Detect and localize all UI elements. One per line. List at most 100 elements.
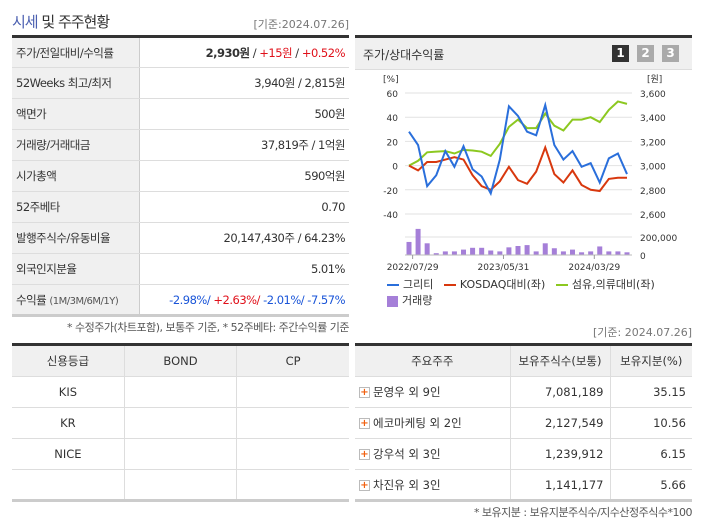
right-tick-label: 2,800 (640, 187, 666, 197)
table-row: KIS (12, 376, 349, 408)
cell (236, 407, 349, 439)
legend-item: 거래량 (387, 294, 432, 307)
price-info-table: 주가/전일대비/수익률 2,930원 / +15원 / +0.52% 52Week… (12, 35, 349, 317)
row-label: 시가총액 (12, 160, 140, 192)
col-header: 보유주식수(보통) (509, 344, 611, 377)
x-tick-label: 2022/07/29 (387, 263, 439, 273)
col-header: 주요주주 (355, 344, 511, 377)
cell: KR (12, 407, 125, 439)
volume-bar (506, 247, 512, 255)
left-axis-unit: [%] (383, 75, 399, 85)
right-tick-label: 3,000 (640, 163, 666, 173)
label-main: 수익률 (16, 292, 47, 307)
row-value: 2,930원 / +15원 / +0.52% (139, 36, 349, 68)
volume-bar (570, 249, 575, 255)
row-value: 0.70 (139, 191, 349, 223)
legend-swatch (443, 284, 456, 286)
left-tick-label: 20 (387, 138, 399, 148)
volume-bar (470, 247, 476, 255)
table-row: 발행주식수/유동비율 20,147,430주 / 64.23% (12, 222, 349, 254)
holder-name: 차진유 외 3인 (373, 477, 441, 492)
volume-bar (606, 251, 612, 255)
cell: NICE (12, 438, 125, 470)
row-value: -2.98%/ +2.63%/ -2.01%/ -7.57% (139, 284, 349, 316)
major-shareholders-table: 주요주주 보유주식수(보통) 보유지분(%) + 문영우 외 9인 7,081,189 3… (355, 343, 692, 502)
row-value: 590억원 (139, 160, 349, 192)
row-label: 주가/전일대비/수익률 (12, 36, 140, 68)
volume-bar (415, 228, 421, 255)
row-label: 52주베타 (12, 191, 140, 223)
x-tick-label: 2024/03/29 (568, 263, 620, 273)
volume-bar (542, 243, 548, 255)
shares-cell: 1,141,177 (509, 469, 611, 501)
change: +15원 (259, 45, 293, 60)
expand-plus-icon[interactable]: + (359, 387, 370, 398)
table-row: 주가/전일대비/수익률 2,930원 / +15원 / +0.52% (12, 36, 349, 68)
row-value: 37,819주 / 1억원 (139, 129, 349, 161)
table-row: 52Weeks 최고/최저 3,940원 / 2,815원 (12, 67, 349, 99)
volume-bar (442, 251, 448, 255)
left-tick-label: 60 (387, 90, 399, 100)
col-header: CP (236, 344, 349, 377)
expand-plus-icon[interactable]: + (359, 449, 370, 460)
left-tick-label: -20 (383, 187, 398, 197)
table-row: + 에코마케팅 외 2인 2,127,549 10.56 (355, 407, 692, 439)
table-header: 주요주주 보유주식수(보통) 보유지분(%) (355, 344, 692, 377)
holder-name: 강우석 외 3인 (373, 447, 441, 461)
table-row: KR (12, 407, 349, 439)
page-button-3[interactable]: 3 (662, 45, 679, 62)
row-label: 발행주식수/유동비율 (12, 222, 140, 254)
holder-name-cell[interactable]: + 차진유 외 3인 (355, 469, 511, 501)
chart-legend: 그리티 KOSDAQ대비(좌) 섬유,의류대비(좌) 거래량 (387, 276, 655, 308)
chart-panel: 주가/상대수익률 1 2 3 (355, 35, 692, 313)
title-rest: 및 주주현황 (37, 13, 110, 31)
right-tick-label: 3,400 (640, 114, 666, 124)
holders-basis-date: [기준: 2024.07.26] (592, 326, 692, 339)
left-tick-label: 0 (392, 163, 398, 173)
cell (236, 438, 349, 470)
cell (236, 469, 349, 501)
page-button-2[interactable]: 2 (637, 45, 654, 62)
stake-cell: 35.15 (609, 376, 692, 408)
volume-bar (597, 246, 603, 255)
series-line (408, 101, 628, 197)
holder-name: 에코마케팅 외 2인 (373, 416, 462, 430)
title-highlight: 시세 (12, 13, 39, 31)
cell (12, 469, 125, 501)
table-row: 거래량/거래대금 37,819주 / 1억원 (12, 129, 349, 161)
row-label: 외국인지분율 (12, 253, 140, 285)
sep: / (292, 45, 302, 60)
row-label: 수익률 (1M/3M/6M/1Y) (12, 284, 140, 316)
shares-cell: 2,127,549 (509, 407, 611, 439)
expand-plus-icon[interactable]: + (359, 418, 370, 429)
volume-bar (551, 248, 557, 255)
volume-bar (461, 249, 466, 255)
stake-cell: 5.66 (609, 469, 692, 501)
row-label: 52Weeks 최고/최저 (12, 67, 140, 99)
stake-cell: 10.56 (609, 407, 692, 439)
legend-label: KOSDAQ대비(좌) (459, 278, 546, 291)
holder-name-cell[interactable]: + 강우석 외 3인 (355, 438, 511, 470)
legend-swatch (387, 284, 399, 286)
holder-name-cell[interactable]: + 에코마케팅 외 2인 (355, 407, 511, 439)
stock-chart: [%] [원] 60 3,600 40 3,400 20 3,200 0 3,000 -20 2,80… (383, 74, 677, 273)
left-tick-label: 40 (387, 114, 399, 124)
cell (123, 407, 238, 439)
col-header: BOND (123, 344, 238, 377)
legend-label: 거래량 (402, 294, 433, 307)
return-1m: -2.98%/ (169, 292, 211, 307)
right-tick-label: 3,600 (640, 90, 666, 100)
volume-bar (488, 250, 494, 255)
row-value: 3,940원 / 2,815원 (139, 67, 349, 99)
right-tick-label: 2,600 (640, 211, 666, 221)
row-label: 액면가 (12, 98, 140, 130)
holder-name-cell[interactable]: + 문영우 외 9인 (355, 376, 511, 408)
holder-name: 문영우 외 9인 (373, 385, 441, 399)
legend-item: 그리티 (387, 278, 433, 291)
right-axis-unit: [원] (647, 74, 662, 85)
table-row (12, 469, 349, 501)
page-button-1[interactable]: 1 (612, 45, 629, 62)
volume-bar (588, 251, 594, 255)
return-3m: +2.63%/ (210, 292, 260, 307)
expand-plus-icon[interactable]: + (359, 479, 370, 491)
